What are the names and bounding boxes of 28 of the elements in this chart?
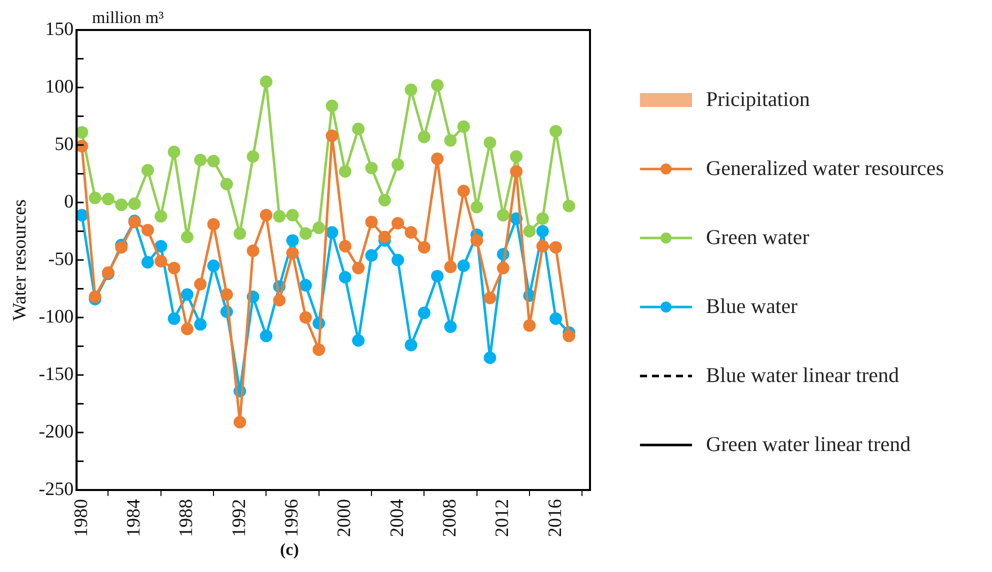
text: million m³	[92, 8, 164, 28]
y-tick-label: -250	[38, 478, 74, 500]
x-tick-label: 2004	[386, 498, 408, 537]
x-tick-label: 2016	[544, 499, 566, 537]
legend-label: Green water linear trend	[706, 432, 911, 457]
y-tick-label: -200	[38, 421, 74, 442]
y-tick-label: 100	[45, 76, 74, 98]
x-tick-label: 2000	[334, 499, 356, 537]
y-tick-label: 50	[54, 134, 74, 155]
x-tick-label: 1980	[70, 499, 92, 537]
y-tick-label: 150	[45, 18, 74, 40]
y-tick-label: -100	[38, 306, 74, 328]
legend-label: Blue water	[706, 294, 798, 319]
y-tick-label: -50	[48, 248, 74, 270]
x-tick-label: 1984	[124, 498, 145, 537]
y-tick-label: -150	[38, 364, 74, 385]
x-tick-label: 1992	[228, 499, 250, 537]
legend-label: Pricipitation	[706, 87, 810, 112]
legend-label: Green water	[706, 225, 810, 250]
y-tick-label: 0	[64, 191, 74, 212]
x-tick-label: 2008	[439, 499, 460, 537]
x-tick-label: 2012	[492, 499, 514, 537]
legend-label: Blue water linear trend	[706, 363, 899, 388]
y-axis-title: Water resources	[9, 199, 30, 321]
x-tick-label: 1988	[176, 499, 198, 537]
text: (c)	[280, 540, 299, 560]
x-tick-label: 1996	[281, 499, 302, 537]
legend-label: Generalized water resources	[706, 156, 944, 181]
